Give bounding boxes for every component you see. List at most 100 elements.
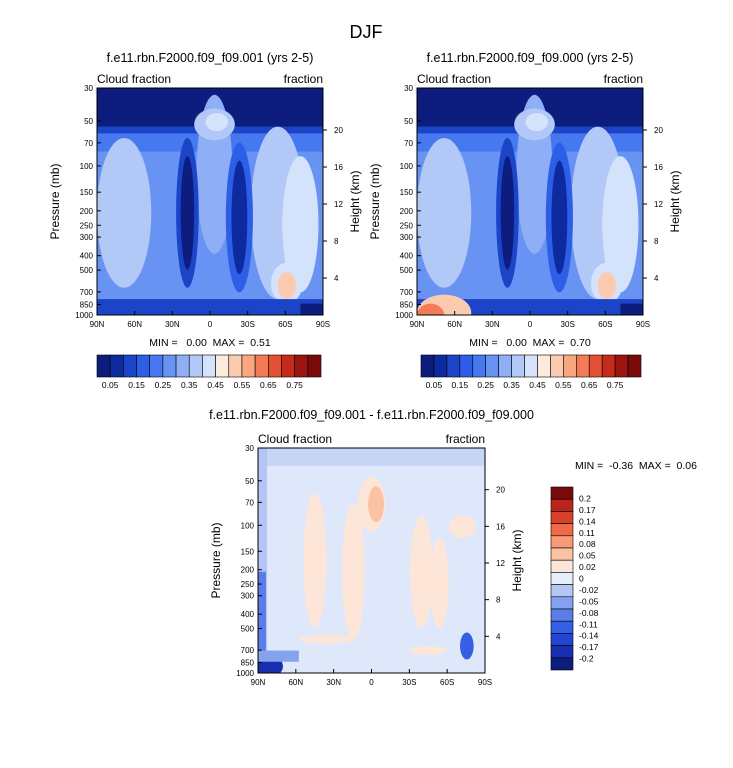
colorbar-box bbox=[550, 645, 574, 659]
colorbar-box bbox=[459, 354, 474, 378]
field bbox=[417, 88, 643, 315]
y-tick-label: 500 bbox=[241, 625, 255, 634]
y-right-tick-label: 8 bbox=[654, 237, 659, 246]
colorbar-box bbox=[550, 620, 574, 634]
field-blob bbox=[448, 515, 476, 538]
min-max-stats: MIN = 0.00 MAX = 0.51 bbox=[149, 337, 271, 349]
y-tick-label: 200 bbox=[400, 207, 414, 216]
y-tick-label: 500 bbox=[80, 266, 94, 275]
colorbar-label: -0.08 bbox=[579, 608, 599, 618]
x-tick-label: 60N bbox=[127, 320, 142, 329]
field-blob bbox=[410, 646, 447, 655]
y-right-axis-label: Height (km) bbox=[348, 170, 362, 232]
y-right-axis-label: Height (km) bbox=[510, 529, 524, 591]
colorbar-box bbox=[550, 608, 574, 622]
x-tick-label: 0 bbox=[369, 678, 374, 687]
field-blob bbox=[597, 271, 616, 300]
colorbar-box bbox=[550, 584, 574, 598]
x-tick-label: 60S bbox=[598, 320, 612, 329]
y-tick-label: 400 bbox=[400, 252, 414, 261]
y-tick-label: 200 bbox=[80, 207, 94, 216]
colorbar-label: -0.11 bbox=[579, 619, 598, 629]
y-axis-label: Pressure (mb) bbox=[368, 163, 382, 239]
y-tick-label: 300 bbox=[400, 233, 414, 242]
y-tick-label: 300 bbox=[80, 233, 94, 242]
y-tick-label: 50 bbox=[84, 117, 93, 126]
right-label: fraction bbox=[446, 432, 485, 446]
y-tick-label: 70 bbox=[245, 498, 254, 507]
field-blob bbox=[500, 156, 515, 270]
y-tick-label: 30 bbox=[84, 84, 93, 93]
y-tick-label: 1000 bbox=[395, 311, 413, 320]
colorbar-label: 0.45 bbox=[207, 380, 224, 390]
y-right-axis-label: Height (km) bbox=[668, 170, 682, 232]
x-tick-label: 90S bbox=[478, 678, 492, 687]
y-tick-label: 300 bbox=[241, 592, 255, 601]
x-tick-label: 60S bbox=[278, 320, 292, 329]
y-tick-label: 100 bbox=[241, 521, 255, 530]
colorbar-label: 0.08 bbox=[579, 539, 596, 549]
x-tick-label: 90N bbox=[251, 678, 266, 687]
colorbar-box bbox=[420, 354, 435, 378]
x-tick-label: 90S bbox=[316, 320, 330, 329]
y-tick-label: 30 bbox=[404, 84, 413, 93]
field-band bbox=[300, 303, 323, 315]
y-tick-label: 250 bbox=[80, 221, 94, 230]
colorbar-label: 0.55 bbox=[555, 380, 572, 390]
colorbar-box bbox=[614, 354, 629, 378]
colorbar-label: 0.75 bbox=[286, 380, 303, 390]
colorbar-box bbox=[294, 354, 309, 378]
field-band bbox=[620, 303, 643, 315]
field-blob bbox=[303, 493, 327, 628]
y-tick-label: 50 bbox=[404, 117, 413, 126]
x-tick-label: 30S bbox=[561, 320, 575, 329]
x-tick-label: 60N bbox=[288, 678, 303, 687]
colorbar-label: 0.11 bbox=[579, 528, 595, 538]
x-tick-label: 60N bbox=[447, 320, 462, 329]
colorbar-box bbox=[109, 354, 124, 378]
colorbar-label: 0.35 bbox=[503, 380, 520, 390]
colorbar-box bbox=[550, 354, 564, 378]
y-right-tick-label: 4 bbox=[334, 274, 339, 283]
colorbar-box bbox=[627, 354, 642, 378]
y-tick-label: 850 bbox=[80, 300, 94, 309]
colorbar-label: 0.14 bbox=[579, 516, 596, 526]
colorbar-box bbox=[575, 354, 590, 378]
field-blob bbox=[97, 137, 152, 288]
left-label: Cloud fraction bbox=[417, 72, 491, 86]
colorbar-box bbox=[446, 354, 461, 378]
colorbar-box bbox=[550, 572, 574, 585]
x-tick-label: 90N bbox=[90, 320, 105, 329]
y-tick-label: 100 bbox=[80, 162, 94, 171]
y-right-tick-label: 20 bbox=[496, 486, 505, 495]
y-tick-label: 150 bbox=[80, 188, 94, 197]
y-tick-label: 150 bbox=[400, 188, 414, 197]
colorbar-label: 0.15 bbox=[128, 380, 145, 390]
panel-top-left: f.e11.rbn.F2000.f09_f09.001 (yrs 2-5) Clo… bbox=[48, 51, 362, 390]
min-max-stats: MIN = 0.00 MAX = 0.70 bbox=[469, 337, 591, 349]
field-blob bbox=[460, 632, 474, 660]
colorbar-label: -0.2 bbox=[579, 654, 594, 664]
y-right-tick-label: 12 bbox=[654, 200, 663, 209]
colorbar-box bbox=[136, 354, 151, 378]
field-band bbox=[417, 299, 643, 315]
y-right-tick-label: 16 bbox=[334, 163, 343, 172]
y-tick-label: 1000 bbox=[236, 669, 254, 678]
panel-difference: f.e11.rbn.F2000.f09_f09.001 - f.e11.rbn.… bbox=[209, 408, 697, 687]
colorbar-label: 0.02 bbox=[579, 562, 596, 572]
x-tick-label: 30N bbox=[326, 678, 341, 687]
y-right-tick-label: 16 bbox=[496, 522, 505, 531]
x-tick-label: 60S bbox=[440, 678, 454, 687]
x-tick-label: 30S bbox=[241, 320, 255, 329]
y-axis-label: Pressure (mb) bbox=[48, 163, 62, 239]
colorbar-box bbox=[550, 633, 574, 646]
field-blob bbox=[277, 271, 296, 300]
colorbar-box bbox=[96, 354, 111, 378]
x-tick-label: 0 bbox=[528, 320, 533, 329]
colorbar-box bbox=[498, 354, 512, 378]
colorbar-box bbox=[550, 657, 574, 671]
field-blob bbox=[180, 156, 195, 270]
y-tick-label: 850 bbox=[241, 659, 255, 668]
chart-title: f.e11.rbn.F2000.f09_f09.000 (yrs 2-5) bbox=[427, 51, 634, 65]
page-title: DJF bbox=[350, 22, 383, 42]
